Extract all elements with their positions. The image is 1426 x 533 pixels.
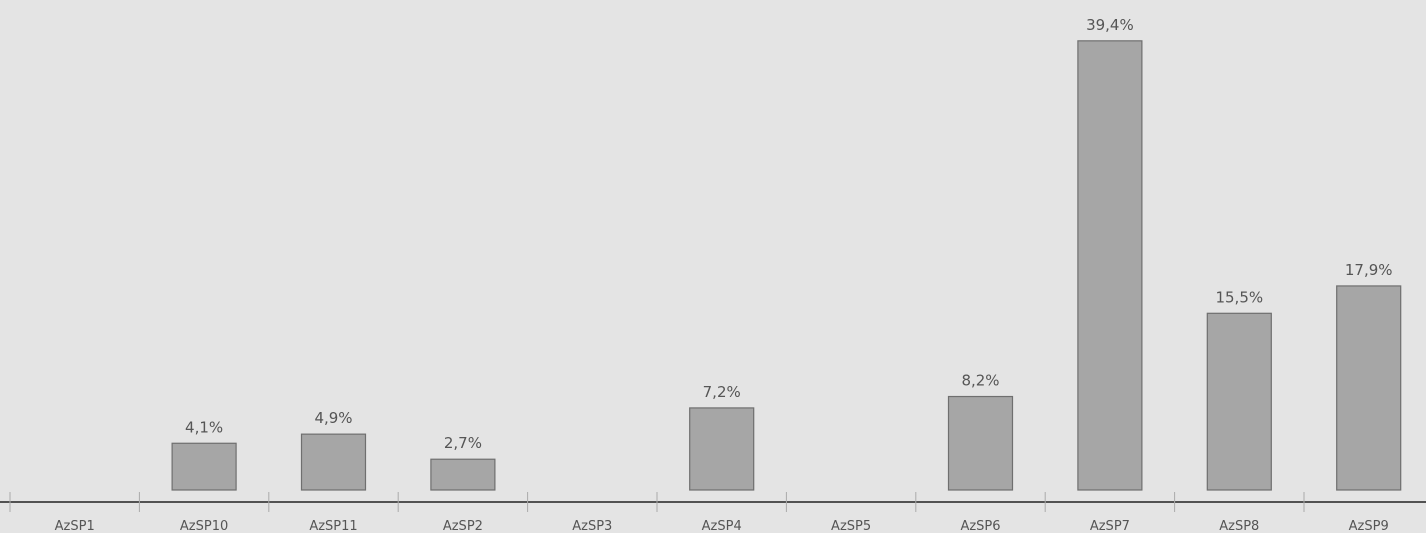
x-tick-label-azsp11: AzSP11	[309, 519, 357, 533]
x-tick-label-azsp2: AzSP2	[443, 519, 483, 533]
bar-azsp6	[947, 395, 1014, 491]
bar-azsp2	[430, 458, 496, 491]
bar-azsp4	[689, 407, 755, 491]
x-tick-label-azsp4: AzSP4	[702, 519, 742, 533]
x-tick-label-azsp1: AzSP1	[55, 519, 95, 533]
bar-azsp7	[1077, 40, 1143, 491]
bar-azsp11	[300, 433, 367, 491]
data-label-azsp7: 39,4%	[1086, 16, 1134, 34]
x-tick-labels: AzSP1 AzSP10 AzSP11 AzSP2 AzSP3 AzSP4 AzSP5 AzS…	[55, 519, 1389, 533]
x-tick-label-azsp6: AzSP6	[960, 519, 1000, 533]
data-labels-layer: 4,1% 4,9% 2,7% 7,2% 8,2% 39,4% 15,5% 17,9%	[185, 16, 1392, 452]
x-tick-label-azsp3: AzSP3	[572, 519, 612, 533]
x-tick-label-azsp5: AzSP5	[831, 519, 871, 533]
x-axis	[0, 492, 1426, 512]
data-label-azsp9: 17,9%	[1345, 261, 1393, 279]
data-label-azsp2: 2,7%	[444, 434, 482, 452]
data-label-azsp4: 7,2%	[703, 383, 741, 401]
bars-layer	[171, 40, 1402, 491]
x-tick-label-azsp8: AzSP8	[1219, 519, 1259, 533]
data-label-azsp10: 4,1%	[185, 418, 223, 436]
data-label-azsp11: 4,9%	[314, 409, 352, 427]
bar-azsp10	[171, 442, 237, 491]
x-tick-label-azsp7: AzSP7	[1090, 519, 1130, 533]
data-label-azsp8: 15,5%	[1215, 288, 1263, 306]
x-tick-label-azsp9: AzSP9	[1349, 519, 1389, 533]
bar-azsp9	[1336, 285, 1402, 491]
x-tick-label-azsp10: AzSP10	[180, 519, 228, 533]
data-label-azsp6: 8,2%	[961, 372, 999, 390]
bar-azsp8	[1206, 312, 1272, 491]
